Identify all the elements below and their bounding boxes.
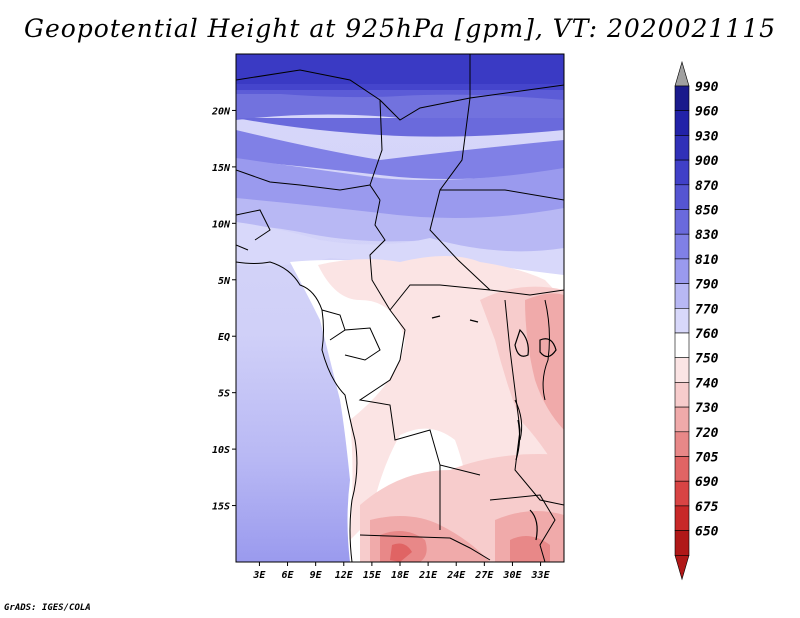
longitude-axis: 3E 6E 9E 12E 15E 18E 21E 24E 27E 30E 33E <box>252 562 551 581</box>
map-panel <box>236 54 564 562</box>
lakes <box>431 315 557 541</box>
colorbar-swatch <box>674 382 690 408</box>
colorbar-swatch <box>674 332 690 359</box>
lon-tick-label: 30E <box>502 570 522 581</box>
band-790 <box>236 198 564 255</box>
lon-tick-label: 33E <box>531 570 551 581</box>
colorbar-level-label: 650 <box>695 525 719 540</box>
colorbar-swatch <box>674 505 690 531</box>
band-830 <box>236 130 564 179</box>
lat-tick-label: 15N <box>212 163 231 174</box>
colorbar-level-label: 690 <box>695 475 719 490</box>
land-705 <box>390 543 412 562</box>
colorbar-level-label: 810 <box>695 253 719 268</box>
colorbar-swatch <box>674 85 690 112</box>
colorbar-swatch <box>674 431 690 457</box>
band-850 <box>236 90 564 123</box>
lat-tick-label: 20N <box>211 106 231 117</box>
colorbar-level-label: 770 <box>695 302 719 317</box>
colorbar-level-label: 705 <box>695 451 719 466</box>
colorbar-swatch <box>674 530 690 556</box>
lon-tick-label: 24E <box>446 570 466 581</box>
colorbar-legend: 990 960 930 900 870 850 830 810 790 770 760 750 740 7… <box>674 60 719 581</box>
colorbar-level-label: 675 <box>695 500 719 515</box>
colorbar-level-label: 870 <box>695 179 719 194</box>
lon-tick-label: 9E <box>310 570 323 581</box>
lat-tick-label: 15S <box>212 502 230 513</box>
colorbar-swatch <box>674 283 690 309</box>
band-770 <box>236 222 564 275</box>
band-870-strip <box>236 54 564 84</box>
colorbar-level-label: 960 <box>695 105 719 120</box>
lon-tick-label: 21E <box>418 570 438 581</box>
colorbar-level-label: 850 <box>695 204 719 219</box>
latitude-axis: 20N 15N 10N 5N EQ 5S 10S 15S <box>211 106 236 513</box>
colorbar-swatch <box>674 209 690 235</box>
lat-tick-label: 5S <box>218 389 230 400</box>
colorbar-swatch <box>674 184 690 210</box>
colorbar-level-label: 720 <box>695 426 719 441</box>
band-850b <box>236 118 564 137</box>
footer-credit: GrADS: IGES/COLA <box>4 603 91 613</box>
lat-tick-label: 5N <box>218 276 231 287</box>
colorbar-level-label: 900 <box>695 154 719 169</box>
lon-tick-label: 18E <box>391 570 410 581</box>
lon-tick-label: 3E <box>252 570 266 581</box>
colorbar-swatch <box>674 258 690 284</box>
colorbar-level-label: 790 <box>695 278 719 293</box>
colorbar-swatch <box>674 159 690 186</box>
lon-tick-label: 27E <box>474 570 494 581</box>
colorbar-swatch <box>674 357 690 383</box>
lon-tick-label: 12E <box>335 570 354 581</box>
band-810 <box>236 158 564 219</box>
colorbar-swatch <box>674 480 690 507</box>
colorbar-swatch <box>674 406 690 433</box>
colorbar-bottom-arrow <box>674 554 690 581</box>
colorbar-level-label: 930 <box>695 129 719 144</box>
colorbar-level-label: 740 <box>695 376 719 391</box>
lon-tick-label: 6E <box>282 570 295 581</box>
colorbar-swatch <box>674 307 690 334</box>
land-730-east <box>525 293 564 430</box>
colorbar-top-arrow <box>674 60 690 87</box>
colorbar-level-label: 760 <box>695 327 719 342</box>
colorbar-level-label: 990 <box>695 80 719 95</box>
lat-tick-label: 10N <box>212 219 231 230</box>
lat-tick-label: EQ <box>218 332 230 343</box>
colorbar-swatch <box>674 233 690 260</box>
colorbar-level-label: 730 <box>695 401 719 416</box>
colorbar-level-label: 830 <box>695 228 719 243</box>
colorbar-swatch <box>674 110 690 136</box>
colorbar-swatch <box>674 135 690 161</box>
map-title: Geopotential Height at 925hPa [gpm], VT:… <box>23 14 777 43</box>
lat-tick-label: 10S <box>212 445 230 456</box>
colorbar-level-label: 750 <box>695 352 719 367</box>
land-720-se <box>510 536 550 562</box>
borders <box>236 54 564 562</box>
colorbar-swatch <box>674 456 690 482</box>
lon-tick-label: 15E <box>363 570 382 581</box>
